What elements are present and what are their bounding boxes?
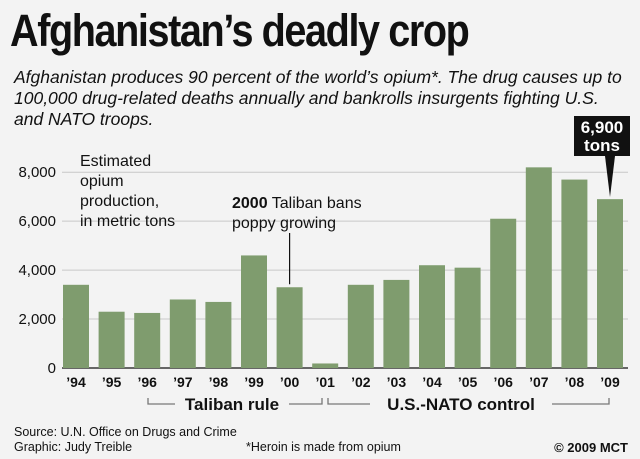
chart-title: Afghanistan’s deadly crop (10, 5, 470, 56)
ban-annotation-year: 2000 (232, 195, 268, 212)
period-label-taliban: Taliban rule (185, 395, 279, 414)
x-tick-label: ’01 (315, 374, 335, 390)
x-tick-label: ’08 (565, 374, 585, 390)
bars (63, 167, 623, 368)
bar (454, 267, 481, 368)
x-tick-label: ’06 (493, 374, 513, 390)
bar (98, 311, 125, 368)
y-tick-label: 8,000 (18, 164, 56, 181)
bar (169, 299, 196, 368)
x-tick-label: ’95 (102, 374, 122, 390)
x-tick-label: ’99 (244, 374, 264, 390)
callout-unit: tons (584, 136, 620, 155)
bar (134, 312, 161, 368)
y-axis-label: Estimated opium production, in metric to… (80, 153, 175, 230)
y-tick-label: 4,000 (18, 262, 56, 279)
opium-bar-chart: 0 2,000 4,000 6,000 8,000 ’94 ’95 ’96 ’97 ’98 ’99… (18, 116, 630, 414)
taliban-bracket-right (289, 398, 323, 405)
y-axis-label-line: in metric tons (80, 213, 175, 230)
callout-pointer (605, 156, 615, 198)
bar (561, 179, 588, 368)
y-axis-ticks: 0 2,000 4,000 6,000 8,000 (18, 164, 56, 377)
ban-annotation-text-2: poppy growing (232, 215, 336, 232)
ban-annotation-text: Taliban bans (268, 195, 362, 212)
x-tick-label: ’02 (351, 374, 371, 390)
graphic-credit: Graphic: Judy Treible (14, 440, 133, 454)
y-axis-label-line: production, (80, 193, 159, 210)
x-tick-label: ’04 (422, 374, 442, 390)
x-tick-label: ’00 (280, 374, 300, 390)
y-tick-label: 2,000 (18, 311, 56, 328)
bar (419, 265, 445, 368)
x-tick-label: ’09 (600, 374, 620, 390)
bar (276, 287, 303, 368)
y-axis-label-line: Estimated (80, 153, 151, 170)
source-credit: Source: U.N. Office on Drugs and Crime (14, 425, 237, 439)
footnote: *Heroin is made from opium (246, 440, 401, 454)
y-tick-label: 0 (48, 360, 56, 377)
callout-2009: 6,900 tons (574, 116, 630, 198)
period-label-nato: U.S.-NATO control (387, 395, 535, 414)
bar (597, 199, 623, 368)
x-axis-ticks: ’94 ’95 ’96 ’97 ’98 ’99 ’00 ’01 ’02 ’03 ’04 ’05 ’06 ’… (66, 374, 620, 390)
x-tick-label: ’07 (529, 374, 549, 390)
bar (347, 284, 374, 368)
copyright: © 2009 MCT (554, 440, 628, 455)
x-tick-label: ’03 (387, 374, 407, 390)
x-tick-label: ’94 (66, 374, 86, 390)
bar (63, 284, 89, 368)
callout-value: 6,900 (581, 118, 624, 137)
nato-bracket-right (552, 398, 610, 405)
ban-annotation: 2000 Taliban bans poppy growing (232, 195, 366, 232)
callout-box (574, 116, 630, 156)
x-tick-label: ’05 (458, 374, 478, 390)
bar (205, 301, 232, 368)
bar (525, 167, 552, 368)
y-tick-label: 6,000 (18, 213, 56, 230)
nato-bracket-left (327, 398, 370, 405)
bar (383, 279, 410, 368)
chart-subtitle: Afghanistan produces 90 percent of the w… (14, 67, 622, 129)
y-axis-label-line: opium (80, 173, 124, 190)
bar (490, 218, 517, 368)
x-tick-label: ’98 (209, 374, 229, 390)
period-brackets: Taliban rule U.S.-NATO control (147, 395, 610, 414)
x-tick-label: ’97 (173, 374, 193, 390)
bar (241, 255, 267, 368)
bar (312, 363, 339, 368)
x-tick-label: ’96 (137, 374, 157, 390)
taliban-bracket-left (147, 398, 175, 405)
